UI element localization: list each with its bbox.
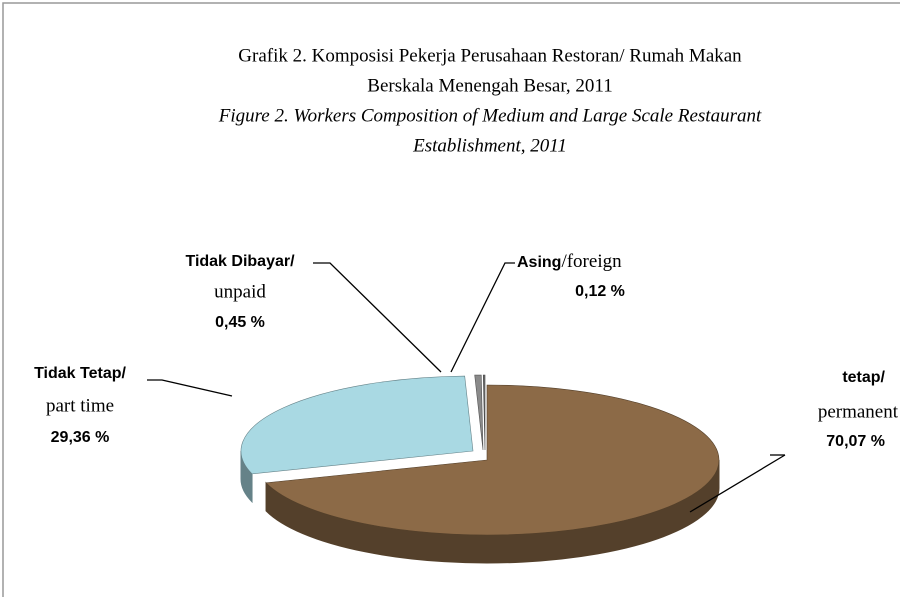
leader-line	[147, 379, 233, 397]
chart-subtitle: Establishment, 2011	[412, 135, 567, 156]
value-label: 70,07 %	[826, 433, 885, 450]
category-name: Asing	[517, 254, 561, 271]
category-name: Tidak Tetap/	[34, 365, 126, 382]
chart-title: Grafik 2. Komposisi Pekerja Perusahaan R…	[238, 45, 742, 66]
category-translation: part time	[46, 395, 114, 416]
value-label: 0,45 %	[215, 314, 265, 331]
slice	[474, 374, 484, 451]
slice	[265, 384, 720, 536]
labels: tetap/permanent 70,07 % Tidak Tetap/part t…	[34, 251, 899, 450]
value-label: 29,36 %	[51, 429, 110, 446]
leader-line	[450, 262, 515, 373]
pie-tops	[240, 374, 720, 536]
category-translation: unpaid	[214, 281, 266, 302]
chart-title: Berskala Menengah Besar, 2011	[367, 75, 612, 96]
category-label: Asing/foreign	[517, 251, 622, 272]
category-translation: permanent	[818, 401, 899, 422]
category-name: Tidak Dibayar/	[185, 253, 295, 270]
chart-subtitle: Figure 2. Workers Composition of Medium …	[218, 105, 762, 126]
value-label: 0,12 %	[575, 283, 625, 300]
slice	[482, 374, 486, 451]
leader-line	[689, 454, 786, 513]
slice	[240, 375, 474, 475]
category-translation: /foreign	[561, 251, 622, 272]
category-name: tetap/	[842, 369, 885, 386]
leader-line	[313, 262, 442, 373]
